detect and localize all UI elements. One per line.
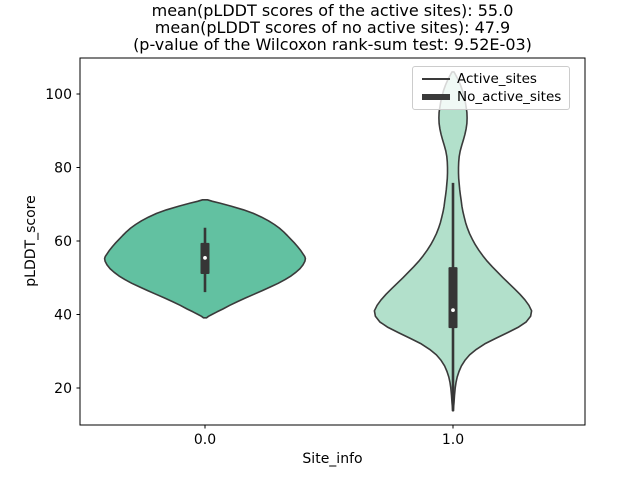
y-tick-label: 20 (54, 381, 72, 397)
median-dot-active-sites (203, 256, 207, 260)
title-line-1: mean(pLDDT scores of the active sites): … (151, 1, 514, 20)
title-line-2: mean(pLDDT scores of no active sites): 4… (154, 18, 511, 37)
x-tick-label: 0.0 (194, 432, 216, 448)
legend-item-no-active-sites: No_active_sites (422, 88, 563, 106)
thin-line-swatch (422, 78, 450, 80)
legend: Active_sites No_active_sites (412, 66, 570, 110)
iqr-box-no-active-sites (448, 267, 458, 329)
title-line-3: (p-value of the Wilcoxon rank-sum test: … (133, 35, 532, 54)
legend-label-no-active-sites: No_active_sites (457, 89, 562, 105)
median-dot-no-active-sites (451, 308, 455, 312)
legend-item-active-sites: Active_sites (422, 70, 563, 88)
y-tick-label: 80 (54, 161, 72, 177)
chart-title: mean(pLDDT scores of the active sites): … (80, 2, 585, 53)
legend-label-active-sites: Active_sites (457, 71, 537, 87)
y-tick-label: 40 (54, 308, 72, 324)
y-tick-label: 60 (54, 234, 72, 250)
x-axis-label: Site_info (302, 451, 363, 467)
x-tick-label: 1.0 (442, 432, 464, 448)
y-axis-label: pLDDT_score (23, 195, 39, 287)
y-tick-label: 100 (45, 87, 72, 103)
thick-line-swatch (422, 94, 450, 100)
